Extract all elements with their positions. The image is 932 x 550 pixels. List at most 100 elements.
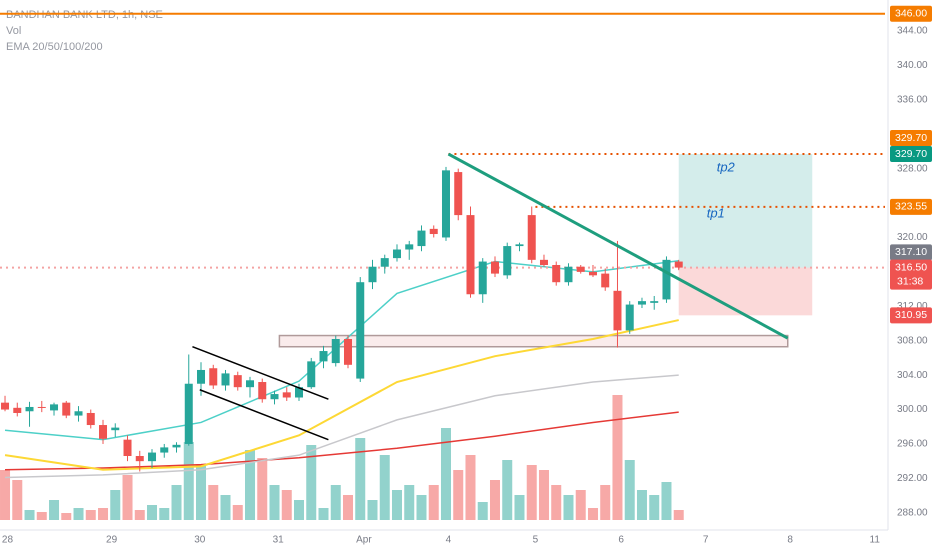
x-tick-label: 8 [787, 535, 793, 546]
volume-bar [159, 508, 170, 520]
volume-bar [49, 500, 60, 520]
candle-body [613, 290, 622, 331]
candle-body [343, 338, 352, 365]
price-label-box [890, 130, 932, 147]
x-tick-label: 31 [273, 535, 285, 546]
candle-body [368, 266, 377, 283]
volume-legend: Vol [6, 25, 21, 37]
price-label: 310.95 [895, 309, 927, 321]
candle-body [490, 261, 499, 274]
price-label-box [890, 5, 932, 22]
price-label-box [890, 244, 932, 261]
trendline [192, 346, 329, 400]
y-tick-label: 288.00 [897, 507, 928, 518]
x-tick-label: 11 [870, 535, 881, 546]
candle-body [184, 383, 193, 444]
plot-area: tp2 tp1 [0, 12, 885, 520]
price-label: 317.10 [895, 246, 927, 258]
ema-line [4, 319, 679, 471]
volume-bar [514, 495, 525, 520]
volume-bar [0, 470, 11, 520]
candle-body [674, 261, 683, 268]
y-tick-label: 344.00 [897, 26, 928, 37]
volume-bar [220, 495, 231, 520]
candle-body [160, 447, 169, 453]
candle-body [50, 404, 59, 411]
candle-body [246, 380, 255, 388]
trendline [447, 152, 789, 340]
candle-body [319, 351, 328, 362]
y-tick-label: 340.00 [897, 60, 928, 71]
candle-body [37, 406, 46, 408]
volume-bar [257, 458, 268, 520]
x-tick-label: 7 [703, 535, 709, 546]
volume-bar [171, 485, 182, 520]
symbol-title: BANDHAN BANK LTD, 1h, NSE [6, 9, 163, 21]
candle-body [441, 170, 450, 238]
y-tick-label: 336.00 [897, 94, 928, 105]
volume-bar [661, 482, 672, 520]
candle-body [295, 387, 304, 398]
candle-body [601, 273, 610, 288]
candle-body [209, 368, 218, 386]
candle-body [429, 228, 438, 235]
volume-bar [538, 470, 549, 520]
volume-bar [36, 512, 47, 520]
volume-bar [404, 485, 415, 520]
candle-body [552, 265, 561, 283]
volume-bar [183, 442, 194, 520]
volume-bar [649, 495, 660, 520]
candle-body [233, 375, 242, 388]
volume-bar [367, 500, 378, 520]
volume-bar [306, 445, 317, 520]
volume-bar [587, 508, 598, 520]
candle-body [527, 215, 536, 260]
volume-bar [440, 428, 451, 520]
volume-bar [612, 395, 623, 520]
volume-bar [636, 490, 647, 520]
ema-line [5, 374, 679, 479]
y-tick-label: 328.00 [897, 163, 928, 174]
y-tick-label: 308.00 [897, 335, 928, 346]
candle-body [576, 266, 585, 272]
candle-body [356, 282, 365, 379]
volume-bar [428, 485, 439, 520]
price-label: 323.55 [895, 201, 927, 213]
candle-body [172, 444, 181, 448]
volume-bar [391, 490, 402, 520]
candle-body [417, 230, 426, 247]
candle-body [650, 301, 659, 303]
y-tick-label: 292.00 [897, 473, 928, 484]
volume-bar [318, 508, 329, 520]
volume-bar [551, 485, 562, 520]
candle-body [25, 406, 34, 412]
candle-body [588, 271, 597, 276]
ema-line [5, 411, 679, 471]
candle-body [282, 392, 291, 398]
volume-bar [73, 508, 84, 520]
candle-body [515, 244, 524, 247]
volume-bar [502, 460, 513, 520]
price-label: 329.70 [895, 132, 927, 144]
x-tick-label: 28 [2, 535, 14, 546]
volume-bar [575, 490, 586, 520]
candle-body [221, 373, 230, 386]
x-tick-label: Apr [356, 535, 372, 546]
volume-bar [673, 510, 684, 520]
candle-body [454, 172, 463, 216]
candle-body [405, 244, 414, 250]
candle-body [123, 439, 132, 457]
candle-body [270, 394, 279, 400]
volume-bar [85, 510, 96, 520]
candle-body [503, 246, 512, 276]
x-tick-label: 29 [106, 535, 118, 546]
volume-bar [330, 485, 341, 520]
trendline [199, 389, 329, 441]
volume-bar [379, 455, 390, 520]
candle-body [13, 407, 22, 413]
candle-body [86, 412, 95, 426]
candle-body [662, 259, 671, 300]
volume-bar [453, 470, 464, 520]
y-tick-label: 300.00 [897, 404, 928, 415]
